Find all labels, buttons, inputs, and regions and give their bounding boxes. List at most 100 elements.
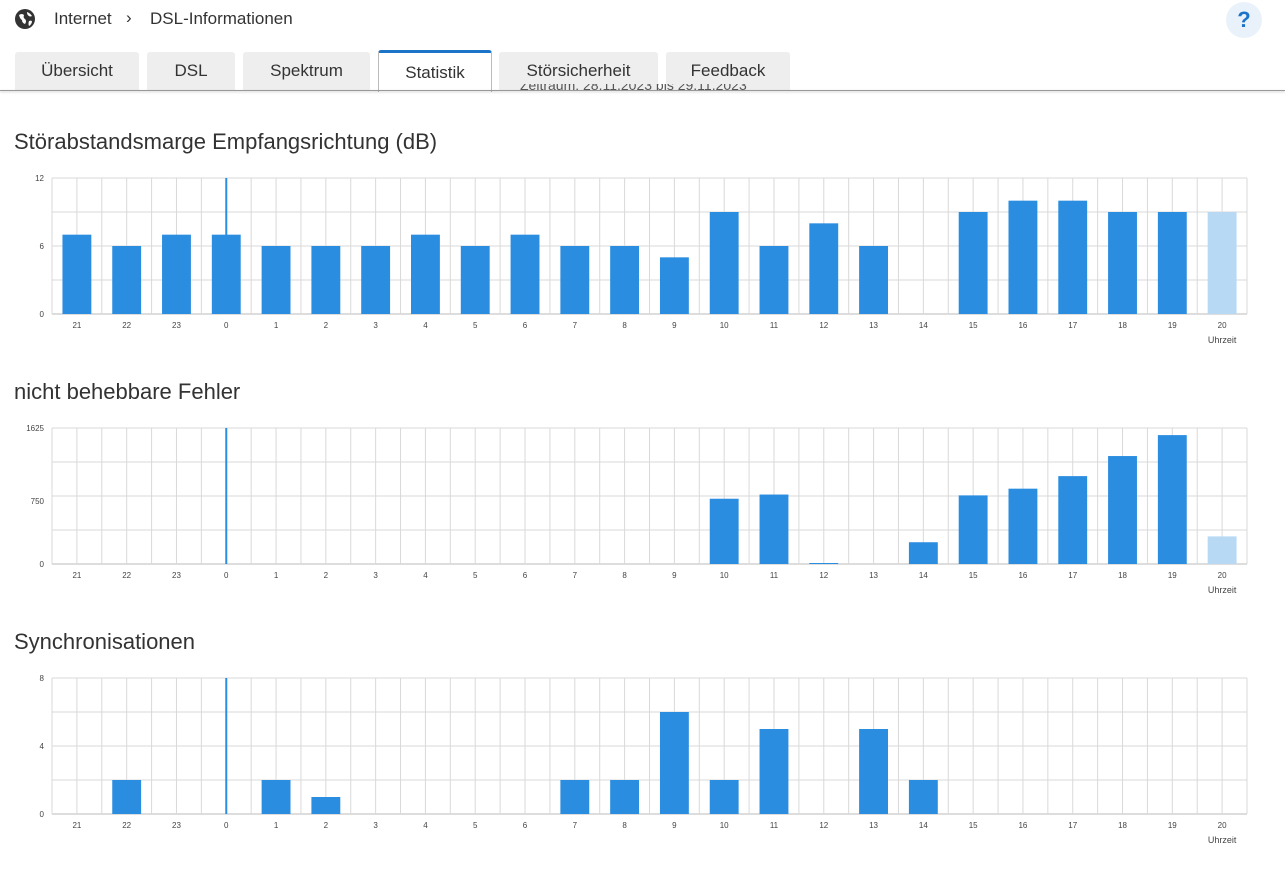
x-tick-label: 21: [72, 821, 81, 830]
x-tick-label: 0: [224, 571, 229, 580]
x-tick-label: 10: [720, 321, 729, 330]
bar: [709, 212, 739, 314]
bar: [1157, 435, 1187, 564]
y-tick-label: 0: [40, 810, 45, 819]
x-tick-label: 19: [1168, 321, 1177, 330]
x-tick-label: 14: [919, 821, 928, 830]
x-tick-label: 0: [224, 321, 229, 330]
x-tick-label: 14: [919, 321, 928, 330]
x-axis-label: Uhrzeit: [1208, 335, 1237, 345]
bar: [410, 234, 440, 314]
x-tick-label: 8: [622, 321, 627, 330]
x-tick-label: 4: [423, 571, 428, 580]
x-tick-label: 7: [573, 321, 578, 330]
x-tick-label: 8: [622, 821, 627, 830]
bar: [1008, 200, 1038, 314]
x-tick-label: 4: [423, 821, 428, 830]
x-tick-label: 17: [1068, 321, 1077, 330]
x-tick-label: 7: [573, 571, 578, 580]
x-tick-label: 23: [172, 821, 181, 830]
x-tick-label: 15: [969, 821, 978, 830]
bar: [560, 246, 590, 314]
x-tick-label: 14: [919, 571, 928, 580]
tab-label: Feedback: [690, 61, 766, 80]
bar: [709, 498, 739, 564]
header: Internet › DSL-Informationen ?: [0, 0, 1285, 46]
bar: [908, 542, 938, 564]
x-tick-label: 23: [172, 571, 181, 580]
x-tick-label: 20: [1218, 571, 1227, 580]
x-tick-label: 16: [1018, 321, 1027, 330]
bar: [261, 780, 291, 814]
x-tick-label: 1: [274, 571, 279, 580]
x-tick-label: 5: [473, 571, 478, 580]
x-tick-label: 9: [672, 321, 677, 330]
chart-title-sync: Synchronisationen: [14, 629, 196, 654]
bar: [1058, 200, 1088, 314]
x-tick-label: 9: [672, 571, 677, 580]
x-tick-label: 13: [869, 321, 878, 330]
breadcrumb-internet[interactable]: Internet: [54, 9, 112, 28]
bar: [560, 780, 590, 814]
bar: [510, 234, 540, 314]
x-tick-label: 22: [122, 321, 131, 330]
y-tick-label: 8: [40, 674, 45, 683]
x-tick-label: 8: [622, 571, 627, 580]
x-tick-label: 3: [373, 821, 378, 830]
x-tick-label: 12: [819, 821, 828, 830]
chart-title-errors: nicht behebbare Fehler: [14, 379, 241, 404]
x-tick-label: 12: [819, 571, 828, 580]
bar: [112, 780, 142, 814]
bar: [859, 246, 889, 314]
x-tick-label: 1: [274, 321, 279, 330]
x-tick-label: 3: [373, 571, 378, 580]
bar: [759, 729, 789, 814]
bar: [610, 246, 640, 314]
bar: [1108, 456, 1137, 564]
y-tick-label: 750: [31, 497, 45, 506]
x-tick-label: 20: [1218, 821, 1227, 830]
x-tick-label: 11: [770, 321, 779, 330]
bar: [809, 223, 839, 314]
tab-label: Übersicht: [41, 61, 113, 80]
x-tick-label: 10: [720, 571, 729, 580]
tab-label: DSL: [174, 61, 208, 80]
tab-spektrum[interactable]: Spektrum: [243, 52, 370, 90]
bar: [311, 246, 341, 314]
bar: [908, 780, 938, 814]
y-tick-label: 1625: [26, 424, 44, 433]
bar: [1008, 488, 1038, 564]
bar: [112, 246, 142, 314]
x-tick-label: 18: [1118, 821, 1127, 830]
x-axis-label: Uhrzeit: [1208, 585, 1237, 595]
y-tick-label: 4: [40, 742, 45, 751]
bar: [859, 729, 889, 814]
tab-stoersicherheit[interactable]: Störsicherheit: [499, 52, 658, 90]
tab-label: Statistik: [405, 62, 465, 82]
tab-uebersicht[interactable]: Übersicht: [15, 52, 139, 90]
bar: [659, 257, 689, 314]
y-tick-label: 0: [40, 310, 45, 319]
x-tick-label: 6: [523, 321, 528, 330]
bar: [62, 234, 92, 314]
bar: [162, 234, 191, 314]
x-tick-label: 10: [720, 821, 729, 830]
period-label: Zeitraum: 28.11.2023 bis 29.11.2023: [520, 84, 747, 93]
tab-dsl[interactable]: DSL: [147, 52, 235, 90]
x-tick-label: 2: [324, 821, 329, 830]
x-tick-label: 22: [122, 571, 131, 580]
x-axis-label: Uhrzeit: [1208, 835, 1237, 845]
help-button[interactable]: ?: [1226, 2, 1262, 38]
tab-feedback[interactable]: Feedback: [666, 52, 790, 90]
globe-icon: [15, 9, 35, 29]
x-tick-label: 18: [1118, 571, 1127, 580]
bar: [261, 246, 291, 314]
bar: [759, 494, 789, 564]
bar: [958, 495, 988, 564]
tab-statistik[interactable]: Statistik: [378, 50, 492, 92]
help-icon: ?: [1237, 7, 1251, 32]
x-tick-label: 19: [1168, 821, 1177, 830]
x-tick-label: 7: [573, 821, 578, 830]
